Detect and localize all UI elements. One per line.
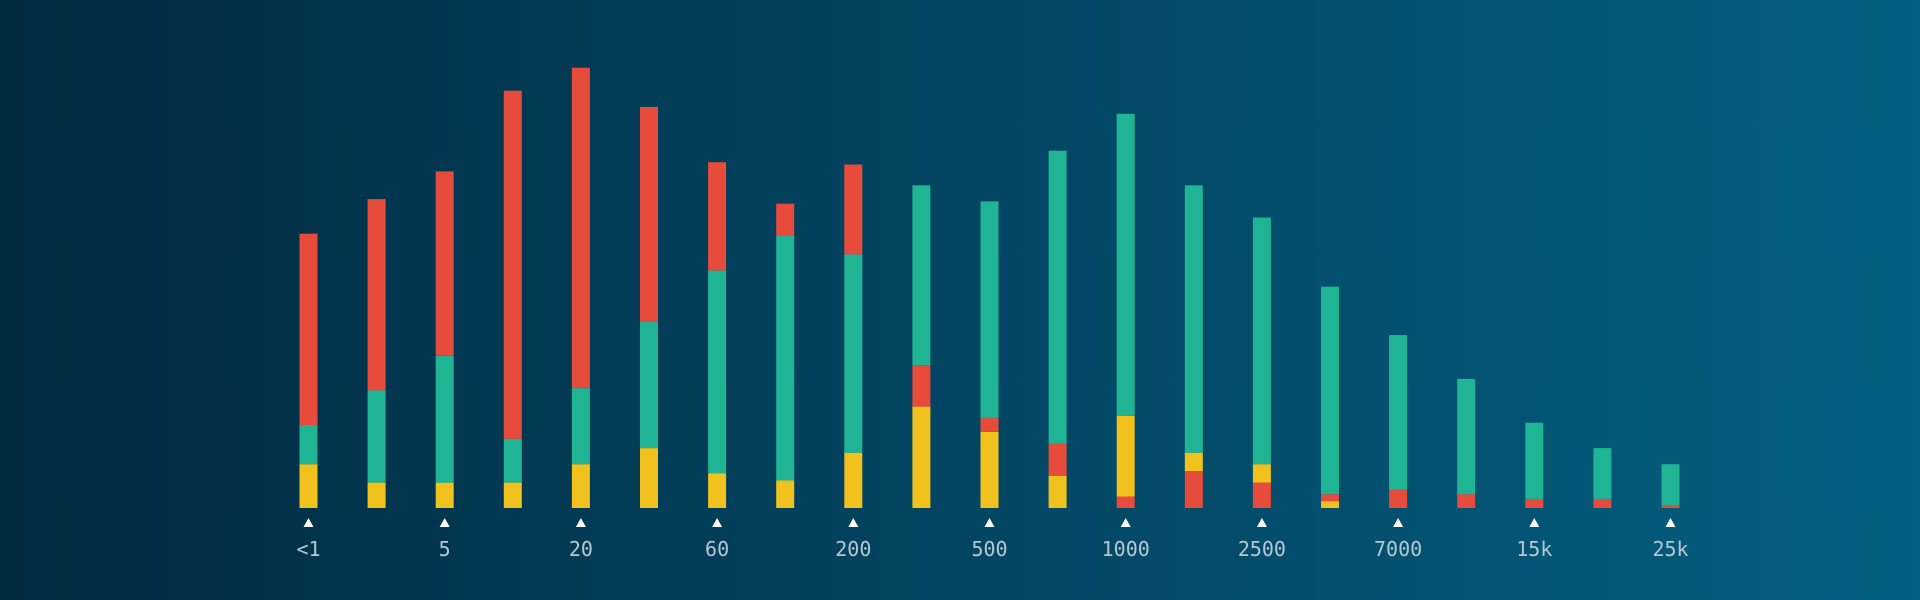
tick-marker-icon xyxy=(848,518,859,527)
bar-segment-17-1-teal xyxy=(1457,378,1476,495)
bar-segment-20-0-red xyxy=(1661,505,1680,508)
tick-marker-icon xyxy=(984,518,995,527)
bar-segment-8-0-yellow xyxy=(844,452,863,508)
bar-segment-1-0-yellow xyxy=(367,482,386,508)
bar-segment-16-1-teal xyxy=(1389,335,1408,490)
bar-segment-2-2-red xyxy=(435,171,454,356)
x-tick-label: 20 xyxy=(569,537,593,561)
bar-segment-3-2-red xyxy=(503,90,522,439)
bar-segment-7-0-yellow xyxy=(776,480,795,508)
tick-marker-icon xyxy=(1256,518,1267,527)
bar-segment-0-0-yellow xyxy=(299,464,318,508)
bar-segment-14-2-teal xyxy=(1252,217,1271,465)
tick-marker-icon xyxy=(1393,518,1404,527)
bar-segment-12-2-teal xyxy=(1116,113,1135,416)
bar-segment-7-1-teal xyxy=(776,236,795,481)
bar-segment-3-0-yellow xyxy=(503,482,522,508)
bar-segment-4-1-teal xyxy=(571,388,590,465)
x-tick-label: 25k xyxy=(1652,537,1688,561)
bar-segment-9-0-yellow xyxy=(912,406,931,508)
bar-segment-6-1-teal xyxy=(708,270,727,474)
bar-segment-8-1-teal xyxy=(844,254,863,453)
bar-segment-9-1-red xyxy=(912,365,931,407)
bar-segment-1-2-red xyxy=(367,199,386,391)
bar-segment-16-0-red xyxy=(1389,489,1408,508)
tick-marker-icon xyxy=(712,518,723,527)
bar-segment-11-1-red xyxy=(1048,443,1067,476)
tick-marker-icon xyxy=(575,518,586,527)
bar-segment-19-1-teal xyxy=(1593,448,1612,499)
bar-segment-3-1-teal xyxy=(503,438,522,483)
bar-segment-10-2-teal xyxy=(980,201,999,419)
bar-segment-11-0-yellow xyxy=(1048,475,1067,508)
bar-segment-15-1-red xyxy=(1321,494,1339,502)
x-tick-label: 1000 xyxy=(1102,537,1150,561)
tick-marker-icon xyxy=(1120,518,1131,527)
bar-segment-14-0-red xyxy=(1252,482,1271,508)
bar-segment-6-2-red xyxy=(708,162,727,271)
bar-segment-5-1-teal xyxy=(640,321,658,449)
tick-marker-icon xyxy=(1665,518,1676,527)
x-tick-label: 2500 xyxy=(1238,537,1286,561)
x-tick-label: <1 xyxy=(296,537,320,561)
bar-segment-12-0-red xyxy=(1116,496,1135,508)
bar-segment-14-1-yellow xyxy=(1252,464,1271,483)
bar-segment-10-1-red xyxy=(980,418,999,432)
bar-segment-11-2-teal xyxy=(1048,150,1067,444)
bar-segment-13-0-red xyxy=(1184,471,1203,508)
bar-segment-10-0-yellow xyxy=(980,431,999,508)
x-tick-label: 200 xyxy=(835,537,871,561)
bar-segment-18-0-red xyxy=(1525,498,1544,508)
bar-segment-9-2-teal xyxy=(912,185,931,366)
bar-segment-8-2-red xyxy=(844,164,863,255)
bar-segment-20-1-teal xyxy=(1661,464,1680,506)
bar-segment-15-2-teal xyxy=(1321,286,1339,495)
bar-segment-0-1-teal xyxy=(299,425,318,465)
bar-segment-6-0-yellow xyxy=(708,473,727,508)
bar-segment-4-2-red xyxy=(571,67,590,389)
bar-group xyxy=(299,67,1680,508)
x-tick-group: <1 5 20 60 200 500 1000 2500 7000 15k 25k xyxy=(296,518,1689,561)
bar-segment-2-0-yellow xyxy=(435,482,454,508)
x-tick-label: 5 xyxy=(439,537,451,561)
tick-marker-icon xyxy=(439,518,450,527)
bar-segment-15-0-yellow xyxy=(1321,501,1339,508)
bar-segment-1-1-teal xyxy=(367,390,386,483)
x-tick-label: 60 xyxy=(705,537,729,561)
bar-segment-4-0-yellow xyxy=(571,464,590,508)
bar-segment-12-1-yellow xyxy=(1116,415,1135,497)
x-tick-label: 500 xyxy=(971,537,1007,561)
bar-segment-18-1-teal xyxy=(1525,422,1544,499)
bar-segment-19-0-red xyxy=(1593,498,1612,508)
bar-segment-2-1-teal xyxy=(435,355,454,483)
bar-segment-17-0-red xyxy=(1457,494,1476,508)
tick-marker-icon xyxy=(1529,518,1540,527)
bar-segment-0-2-red xyxy=(299,233,318,425)
bar-segment-7-2-red xyxy=(776,203,795,236)
bar-segment-13-2-teal xyxy=(1184,185,1203,453)
x-tick-label: 15k xyxy=(1516,537,1552,561)
bar-segment-5-0-yellow xyxy=(640,448,658,508)
tick-marker-icon xyxy=(303,518,314,527)
bar-segment-5-2-red xyxy=(640,106,658,322)
x-tick-label: 7000 xyxy=(1374,537,1422,561)
bar-segment-13-1-yellow xyxy=(1184,452,1203,472)
